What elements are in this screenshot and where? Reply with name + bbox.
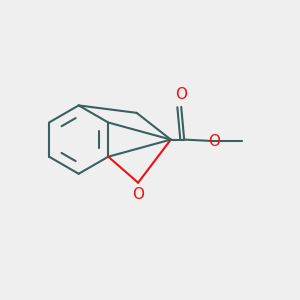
Text: O: O bbox=[132, 187, 144, 202]
Text: O: O bbox=[208, 134, 220, 148]
Text: O: O bbox=[175, 87, 187, 102]
